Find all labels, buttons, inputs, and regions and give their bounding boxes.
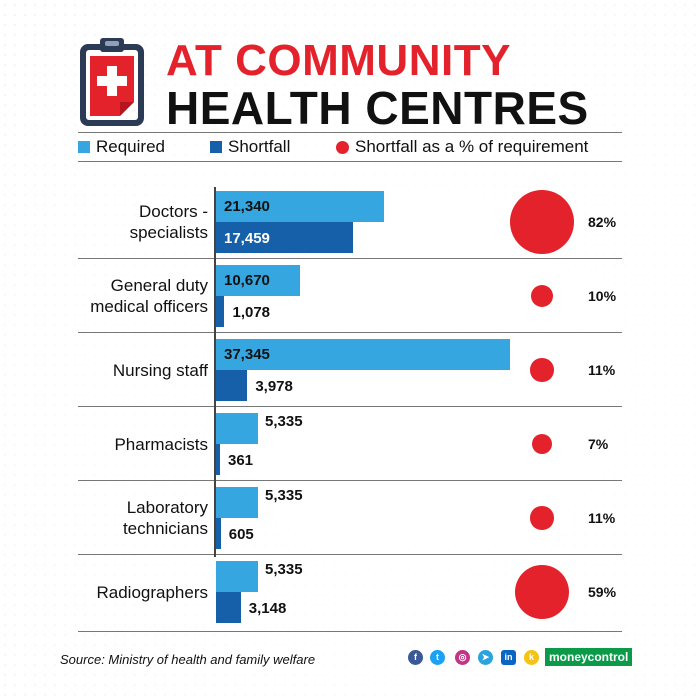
bubble-shortfall-pct-nursing-staff — [530, 358, 554, 382]
category-label-radiographers: Radiographers — [60, 582, 208, 603]
legend-required-label: Required — [96, 137, 165, 156]
row-divider — [78, 406, 622, 407]
category-label-line: technicians — [122, 519, 208, 538]
bubble-shortfall-pct-pharmacists — [532, 434, 552, 454]
value-required-general-duty-medical-officers: 10,670 — [224, 272, 270, 289]
bar-shortfall-general-duty-medical-officers — [216, 296, 225, 327]
telegram-icon[interactable]: ➤ — [478, 650, 493, 665]
row-divider — [78, 258, 622, 259]
category-label-line: Nursing staff — [112, 361, 208, 380]
bar-required-doctors-specialists — [216, 191, 384, 222]
bubble-shortfall-pct-general-duty-medical-officers — [530, 284, 554, 308]
koo-icon[interactable]: k — [524, 650, 539, 665]
value-shortfall-pct-laboratory-technicians: 11% — [588, 510, 616, 526]
bubble-shortfall-pct-doctors-specialists — [510, 190, 574, 254]
moneycontrol-logo[interactable]: moneycontrol — [545, 648, 633, 666]
linkedin-icon[interactable]: in — [501, 650, 516, 665]
source-note: Source: Ministry of health and family we… — [60, 652, 316, 667]
bar-required-pharmacists — [216, 413, 258, 444]
value-shortfall-pct-doctors-specialists: 82% — [588, 214, 617, 230]
value-shortfall-radiographers: 3,148 — [248, 600, 287, 617]
category-label-line: specialists — [129, 223, 208, 242]
value-shortfall-doctors-specialists: 17,459 — [224, 230, 270, 247]
legend: Required Shortfall Shortfall as a % of r… — [78, 135, 622, 159]
value-shortfall-pct-general-duty-medical-officers: 10% — [588, 288, 617, 304]
title-line-1: AT COMMUNITY — [166, 36, 511, 85]
bar-required-radiographers — [216, 561, 258, 592]
category-label-line: Pharmacists — [114, 435, 208, 454]
category-label-nursing-staff: Nursing staff — [60, 360, 208, 381]
category-label-line: Radiographers — [96, 583, 208, 602]
facebook-icon[interactable]: f — [408, 650, 423, 665]
bar-required-general-duty-medical-officers — [216, 265, 300, 296]
legend-shortfall: Shortfall — [210, 137, 290, 157]
bar-shortfall-nursing-staff — [216, 370, 248, 401]
category-label-line: Doctors - — [139, 202, 208, 221]
category-label-general-duty-medical-officers: General duty medical officers — [60, 275, 208, 317]
value-shortfall-nursing-staff: 3,978 — [255, 378, 293, 395]
value-required-laboratory-technicians: 5,335 — [265, 487, 303, 504]
legend-shortfall-swatch — [210, 141, 222, 153]
bar-shortfall-doctors-specialists — [216, 222, 354, 253]
instagram-icon[interactable]: ◎ — [455, 650, 470, 665]
bar-shortfall-pharmacists — [216, 444, 220, 475]
legend-shortfall-pct: Shortfall as a % of requirement — [336, 137, 588, 157]
bar-shortfall-radiographers — [216, 592, 241, 623]
chart-axis — [214, 187, 216, 557]
value-required-doctors-specialists: 21,340 — [224, 198, 270, 215]
category-label-pharmacists: Pharmacists — [60, 434, 208, 455]
title-line-2: HEALTH CENTRES — [166, 82, 589, 134]
legend-shortfall-pct-label: Shortfall as a % of requirement — [355, 137, 589, 156]
chart-bottom-divider — [78, 631, 622, 632]
legend-required: Required — [78, 137, 165, 157]
category-label-laboratory-technicians: Laboratory technicians — [60, 497, 208, 539]
value-required-radiographers: 5,335 — [265, 561, 303, 578]
row-divider — [78, 332, 622, 333]
value-shortfall-pharmacists: 361 — [228, 452, 254, 469]
row-divider — [78, 480, 622, 481]
bubble-shortfall-pct-laboratory-technicians — [530, 506, 554, 530]
value-required-nursing-staff: 37,345 — [224, 346, 270, 363]
clipboard-medical-icon — [80, 38, 144, 126]
legend-required-swatch — [78, 141, 90, 153]
bar-required-laboratory-technicians — [216, 487, 258, 518]
value-shortfall-general-duty-medical-officers: 1,078 — [232, 304, 271, 321]
legend-shortfall-pct-dot — [336, 140, 349, 154]
twitter-icon[interactable]: t — [430, 650, 445, 665]
legend-divider — [78, 161, 622, 162]
bubble-shortfall-pct-radiographers — [514, 564, 570, 620]
category-label-line: General duty — [110, 276, 208, 295]
category-label-doctors-specialists: Doctors - specialists — [60, 201, 208, 243]
value-shortfall-pct-radiographers: 59% — [588, 584, 617, 600]
header-divider — [78, 132, 622, 133]
bar-shortfall-laboratory-technicians — [216, 518, 221, 549]
value-shortfall-pct-pharmacists: 7% — [588, 436, 609, 452]
row-divider — [78, 554, 622, 555]
category-label-line: Laboratory — [126, 498, 208, 517]
value-required-pharmacists: 5,335 — [265, 413, 303, 430]
category-label-line: medical officers — [90, 297, 208, 316]
legend-shortfall-label: Shortfall — [228, 137, 291, 156]
value-shortfall-pct-nursing-staff: 11% — [588, 362, 616, 378]
bar-required-nursing-staff — [216, 339, 510, 370]
value-shortfall-laboratory-technicians: 605 — [228, 526, 254, 543]
